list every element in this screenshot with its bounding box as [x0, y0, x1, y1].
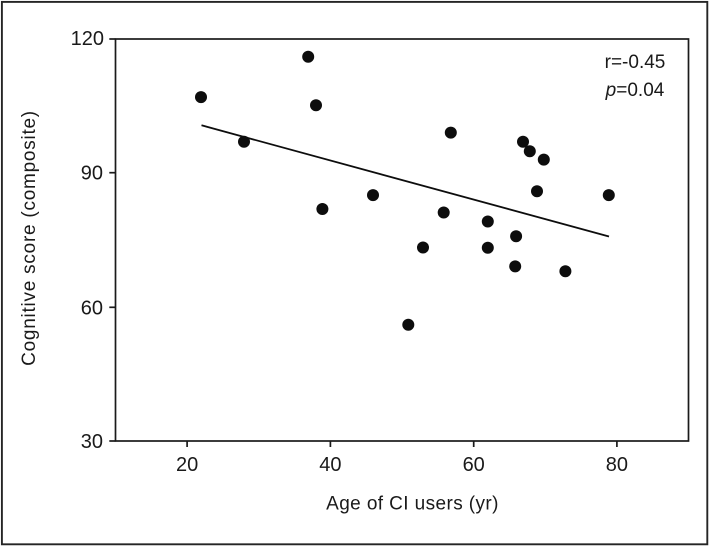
svg-text:30: 30	[81, 431, 103, 453]
svg-text:Age of CI users (yr): Age of CI users (yr)	[326, 494, 499, 515]
svg-text:60: 60	[81, 297, 103, 319]
svg-text:r=-0.45: r=-0.45	[605, 52, 666, 73]
svg-text:Cognitive score (composite): Cognitive score (composite)	[19, 110, 40, 366]
svg-text:p=0.04: p=0.04	[605, 80, 665, 101]
svg-text:80: 80	[606, 454, 628, 476]
svg-text:120: 120	[71, 28, 104, 50]
svg-text:60: 60	[463, 454, 485, 476]
svg-text:90: 90	[81, 163, 103, 185]
svg-text:40: 40	[319, 454, 341, 476]
svg-text:20: 20	[176, 454, 198, 476]
